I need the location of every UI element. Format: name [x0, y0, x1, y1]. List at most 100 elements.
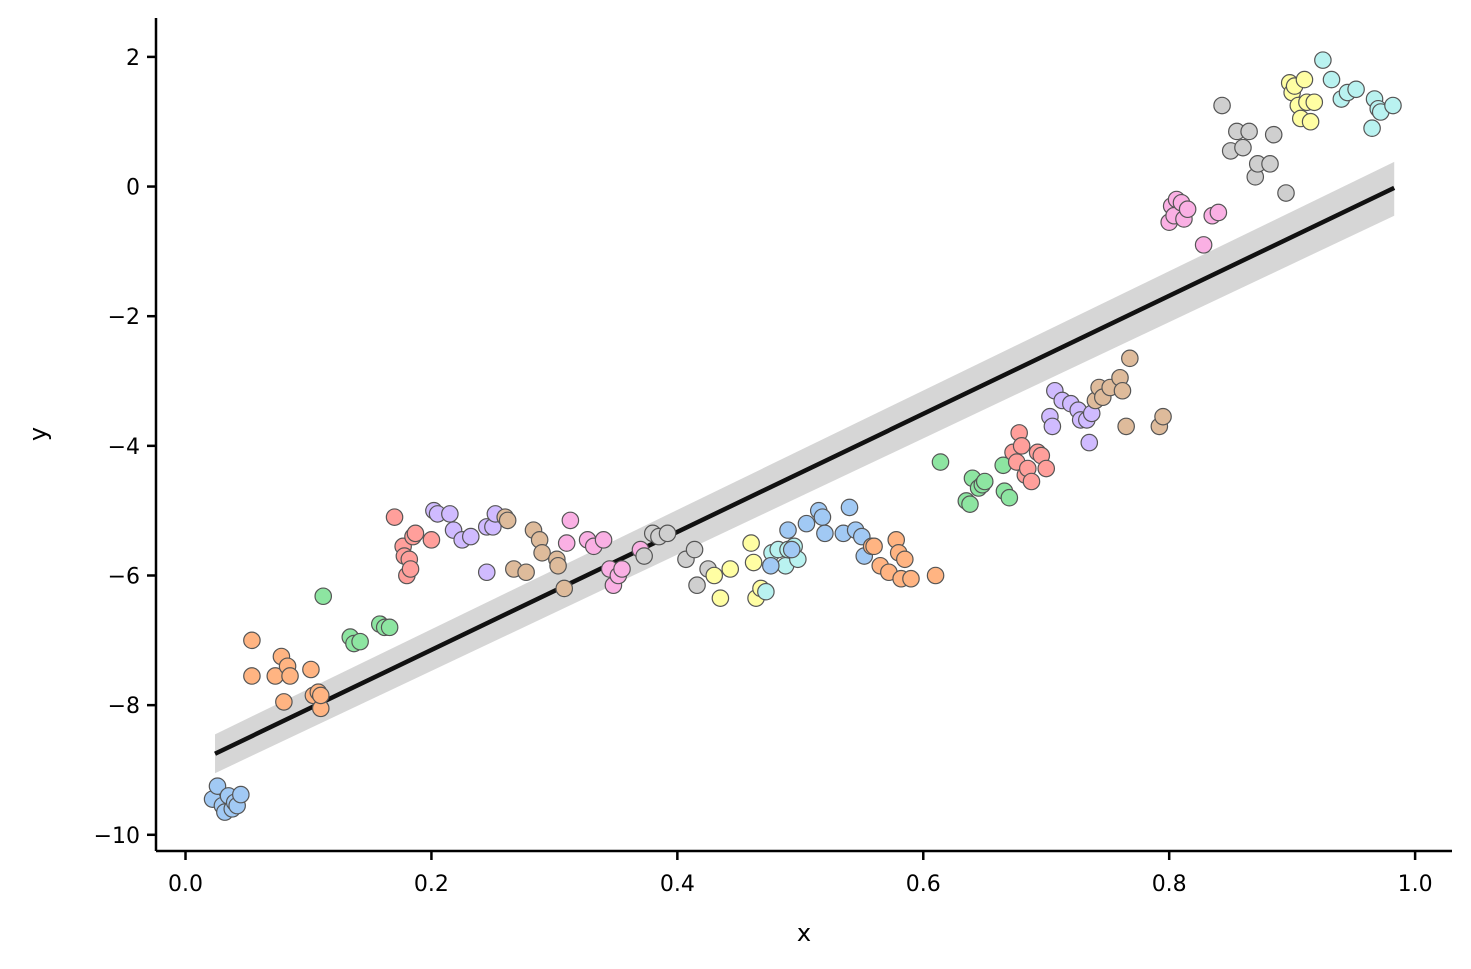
- data-point: [865, 537, 883, 556]
- x-tick-label: 0.0: [168, 872, 203, 897]
- data-point: [232, 785, 250, 804]
- data-point: [896, 550, 914, 569]
- data-point: [380, 618, 399, 637]
- data-point: [281, 667, 299, 685]
- axes-layer: [154, 18, 1452, 853]
- data-point: [762, 556, 780, 575]
- data-point: [902, 569, 920, 588]
- data-point: [1113, 381, 1132, 400]
- data-point: [557, 534, 576, 552]
- x-axis-label: x: [797, 919, 811, 947]
- data-point: [208, 777, 227, 795]
- data-point: [1154, 407, 1172, 426]
- data-point: [975, 472, 994, 491]
- data-point: [1000, 488, 1019, 507]
- data-point: [351, 632, 369, 651]
- data-point: [1194, 236, 1213, 254]
- data-point: [275, 693, 293, 711]
- data-point: [635, 547, 653, 565]
- y-tick-label: −2: [108, 305, 140, 330]
- data-point: [797, 514, 816, 533]
- data-point: [243, 667, 261, 685]
- data-point: [311, 686, 330, 705]
- data-point: [1322, 70, 1341, 89]
- y-tick-label: 2: [126, 46, 140, 71]
- data-point: [658, 524, 677, 543]
- data-point: [613, 560, 631, 578]
- data-point: [594, 531, 613, 549]
- data-point: [685, 540, 704, 559]
- y-tick-label: −8: [108, 694, 140, 719]
- data-point: [302, 660, 320, 679]
- data-point: [498, 511, 517, 530]
- data-point: [1264, 125, 1283, 144]
- data-point: [1043, 417, 1062, 436]
- data-point: [711, 589, 730, 607]
- data-point: [816, 524, 834, 543]
- data-point: [813, 508, 832, 526]
- data-point: [757, 582, 775, 601]
- data-point: [1301, 112, 1320, 131]
- data-point: [1384, 96, 1402, 115]
- data-point: [1277, 184, 1295, 202]
- data-point: [461, 527, 480, 546]
- data-point: [1012, 437, 1031, 455]
- data-point: [1080, 433, 1099, 452]
- data-point: [555, 579, 574, 598]
- data-point: [688, 576, 706, 595]
- data-point: [782, 540, 801, 559]
- data-point: [406, 524, 425, 543]
- y-tick-label: −6: [108, 564, 140, 589]
- data-point: [1295, 70, 1314, 89]
- data-point: [721, 560, 740, 578]
- x-tick-label: 0.6: [906, 872, 941, 897]
- regression-ci-layer: [215, 161, 1395, 774]
- y-axis-label: y: [24, 427, 52, 441]
- data-point: [840, 498, 859, 517]
- data-point: [742, 534, 760, 552]
- data-point: [961, 495, 979, 513]
- data-point: [517, 563, 535, 582]
- data-point: [401, 560, 420, 578]
- data-point: [533, 544, 551, 562]
- data-point: [314, 587, 333, 606]
- data-point: [1314, 51, 1332, 69]
- data-point: [1305, 93, 1324, 112]
- regression-line: [214, 185, 1396, 756]
- confidence-band: [215, 161, 1395, 774]
- data-point: [441, 505, 459, 523]
- data-point: [926, 566, 945, 585]
- x-ticks-layer: 0.0 0.2 0.4 0.6 0.8 1.0: [168, 851, 1433, 897]
- data-point: [477, 563, 496, 582]
- data-point: [779, 521, 797, 539]
- data-point: [1037, 459, 1056, 478]
- x-tick-label: 0.8: [1152, 872, 1187, 897]
- x-tick-label: 1.0: [1398, 872, 1433, 897]
- data-point: [1240, 122, 1258, 141]
- x-tick-label: 0.2: [414, 872, 449, 897]
- data-point: [1347, 80, 1365, 99]
- data-point: [931, 453, 950, 471]
- data-point: [705, 566, 724, 585]
- data-point: [1213, 96, 1231, 115]
- data-point: [549, 556, 567, 575]
- data-point: [1022, 472, 1041, 491]
- y-tick-label: −10: [94, 824, 140, 849]
- x-tick-label: 0.4: [660, 872, 695, 897]
- data-points-layer: [203, 51, 1402, 821]
- data-point: [1363, 119, 1381, 138]
- data-point: [744, 553, 763, 572]
- data-point: [1178, 200, 1197, 219]
- data-point: [385, 508, 404, 526]
- data-point: [1117, 417, 1135, 436]
- data-point: [1121, 349, 1139, 368]
- regression-line-layer: [214, 185, 1396, 756]
- data-point: [422, 531, 441, 549]
- data-point: [561, 511, 580, 530]
- y-ticks-layer: −10 −8 −6 −4 −2 0 2: [94, 46, 156, 849]
- data-point: [243, 631, 261, 650]
- y-tick-label: 0: [126, 176, 140, 201]
- data-point: [1261, 155, 1279, 173]
- y-tick-label: −4: [108, 435, 140, 460]
